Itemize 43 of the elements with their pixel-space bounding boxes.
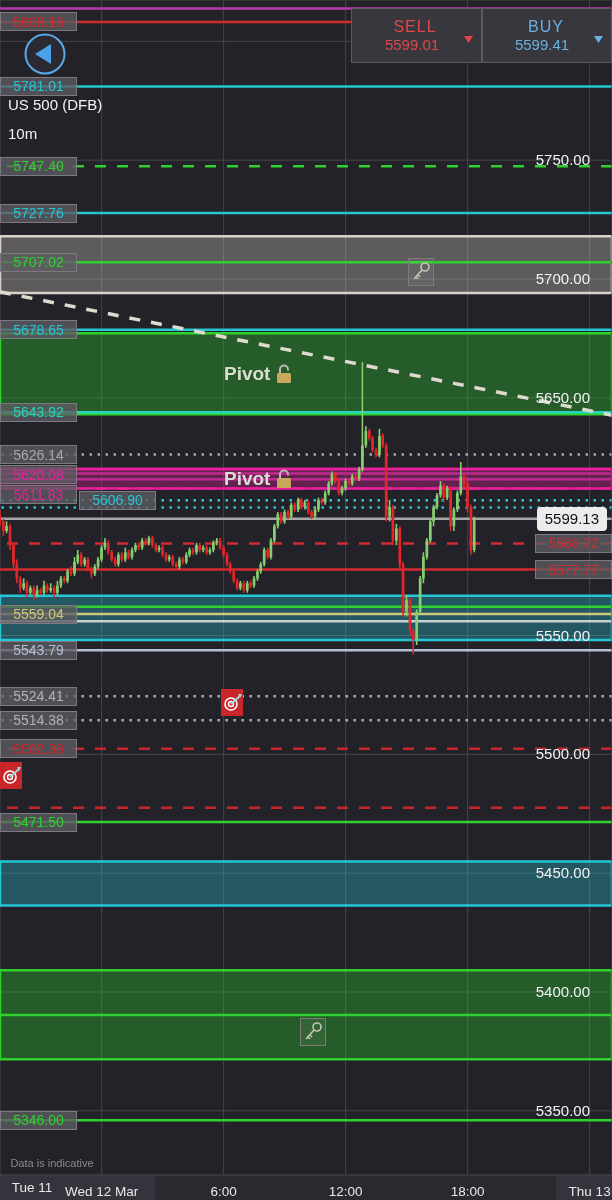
x-tick-label: 12:00 — [328, 1184, 363, 1199]
x-tick-label: Wed 12 Mar — [65, 1184, 139, 1199]
y-tick-label: 5650.00 — [535, 388, 590, 406]
text: US 500 (DFB) — [8, 96, 103, 113]
ref-line-label: 5577.77 — [548, 561, 599, 578]
ref-line-label: 5707.02 — [13, 254, 64, 271]
ref-line-label: 5643.92 — [13, 404, 64, 421]
ref-line-label: 5543.79 — [13, 642, 64, 659]
annotation: SELL — [393, 18, 437, 36]
annotation: 5599.13 — [544, 510, 599, 528]
ref-line-label: 5781.01 — [13, 78, 64, 95]
ref-line-label: 5620.08 — [13, 466, 64, 483]
ref-line-label: 5727.76 — [13, 205, 64, 222]
ref-line-label: 5678.65 — [13, 321, 64, 338]
band-label: Pivot — [224, 467, 271, 490]
annotation: Data is indicative — [10, 1157, 94, 1169]
ref-line-label: 5611.83 — [13, 486, 64, 503]
ref-line-label: 5502.38 — [13, 740, 64, 757]
ref-line-label: 5346.00 — [13, 1112, 64, 1129]
ref-line-label: 5514.38 — [13, 712, 64, 729]
ref-line-label: 5524.41 — [13, 688, 64, 705]
x-tick-label: 6:00 — [210, 1184, 237, 1199]
text: Tue 11 — [11, 1179, 53, 1195]
band-label: Pivot — [224, 362, 271, 385]
y-tick-label: 5450.00 — [535, 864, 590, 882]
ref-line-label: 5626.14 — [13, 446, 64, 463]
ref-line-label: 5471.50 — [13, 814, 64, 831]
y-tick-label: 5500.00 — [535, 745, 590, 763]
y-tick-label: 5400.00 — [535, 983, 590, 1000]
ref-line-label: 5588.72 — [548, 535, 599, 552]
x-tick-label: 18:00 — [450, 1184, 485, 1199]
annotation: 5599.01 — [384, 35, 440, 53]
ref-line-label: 5559.04 — [13, 606, 64, 623]
text: 10m — [8, 125, 38, 142]
annotation: BUY — [528, 18, 564, 36]
ref-line-label: 5606.90 — [92, 492, 143, 509]
ref-line-label: 5808.16 — [13, 13, 64, 30]
y-tick-label: 5350.00 — [535, 1101, 590, 1119]
y-tick-label: 5700.00 — [535, 270, 590, 288]
x-tick-label: Thu 13 — [568, 1184, 611, 1199]
ref-line-label: 5747.40 — [13, 158, 64, 175]
annotation: 5599.41 — [514, 35, 570, 53]
y-tick-label: 5750.00 — [535, 151, 590, 169]
